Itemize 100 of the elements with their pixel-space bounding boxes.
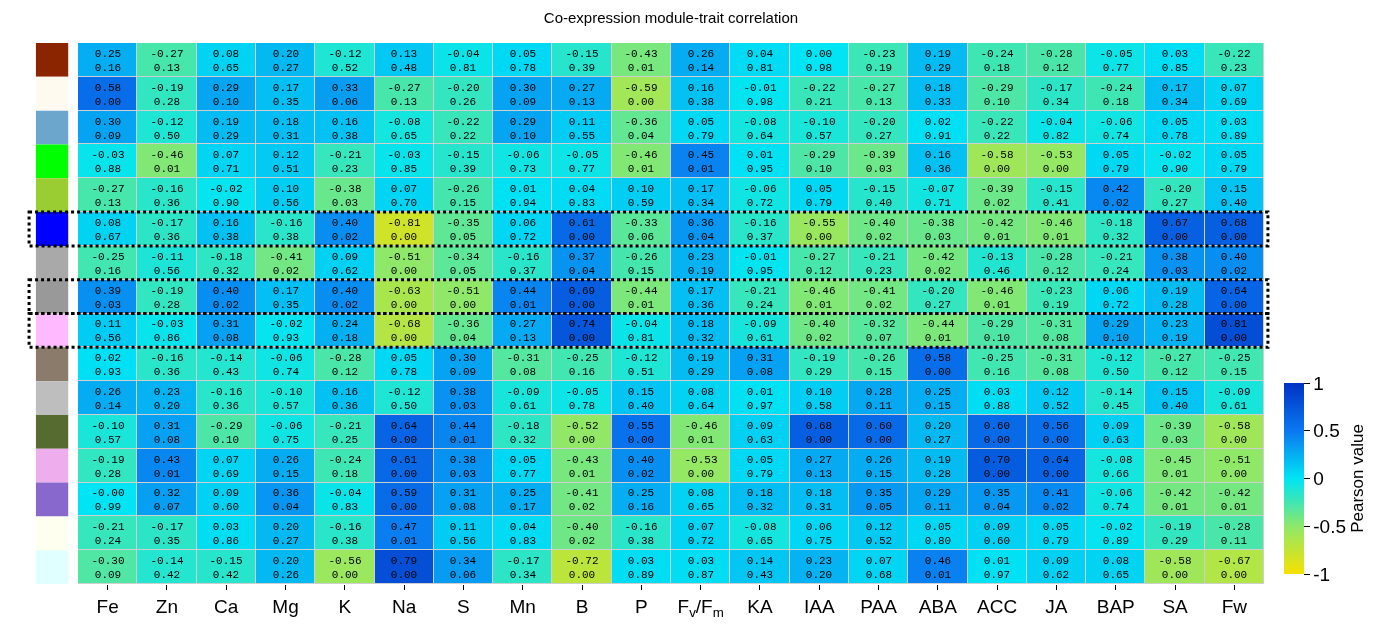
- data-label: 0.12 0.51: [272, 148, 300, 175]
- data-label: 0.40 0.02: [331, 216, 359, 243]
- data-label: -0.36 0.04: [446, 317, 480, 344]
- data-label: -0.06 0.74: [1099, 115, 1133, 142]
- data-label: -0.25 0.16: [565, 351, 599, 378]
- data-label: 0.69 0.00: [568, 284, 596, 311]
- color-bar-label: 1: [1313, 372, 1324, 394]
- data-label: 0.05 0.78: [509, 47, 537, 74]
- x-tick-label: F$_{v}$/F$_{m}$: [677, 595, 724, 620]
- data-label: 0.18 0.33: [924, 81, 952, 108]
- data-label: 0.20 0.27: [924, 419, 952, 446]
- data-label: 0.25 0.16: [94, 47, 122, 74]
- data-label: 0.30 0.09: [509, 81, 537, 108]
- data-label: 0.17 0.36: [687, 284, 715, 311]
- data-label: -0.11 0.56: [150, 250, 184, 277]
- data-label: 0.58 0.00: [924, 351, 952, 378]
- data-label: -0.44 0.01: [921, 317, 955, 344]
- data-label: -0.06 0.74: [1099, 486, 1133, 513]
- data-label: 0.18 0.31: [805, 486, 833, 513]
- x-tick-label: KA: [747, 595, 773, 617]
- data-label: 0.60 0.00: [865, 419, 893, 446]
- data-label: 0.19 0.29: [924, 47, 952, 74]
- data-label: -0.31 0.08: [1039, 351, 1073, 378]
- data-label: 0.61 0.00: [390, 453, 418, 480]
- data-label: 0.64 0.00: [1220, 284, 1248, 311]
- data-label: -0.22 0.21: [802, 81, 836, 108]
- data-label: -0.14 0.43: [209, 351, 243, 378]
- data-label: 0.28 0.11: [865, 385, 893, 412]
- data-label: -0.02 0.93: [269, 317, 303, 344]
- data-label: -0.03 0.88: [91, 148, 125, 175]
- data-label: -0.42 0.02: [921, 250, 955, 277]
- data-label: 0.12 0.52: [865, 520, 893, 547]
- data-label: 0.10 0.56: [272, 182, 300, 209]
- data-label: -0.23 0.19: [1039, 284, 1073, 311]
- data-label: -0.14 0.45: [1099, 385, 1133, 412]
- data-label: 0.35 0.05: [865, 486, 893, 513]
- data-label: -0.30 0.09: [91, 554, 125, 581]
- data-label: 0.05 0.79: [1220, 148, 1248, 175]
- data-label: 0.17 0.35: [272, 284, 300, 311]
- x-tick-label: B: [575, 595, 589, 617]
- data-label: 0.67 0.00: [1161, 216, 1189, 243]
- data-label: -0.02 0.89: [1099, 520, 1133, 547]
- data-label: 0.05 0.78: [390, 351, 418, 378]
- data-label: -0.22 0.23: [1217, 47, 1251, 74]
- data-label: 0.27 0.13: [568, 81, 596, 108]
- data-label: -0.28 0.12: [1039, 47, 1073, 74]
- data-label: 0.03 0.85: [1161, 47, 1189, 74]
- data-label: 0.36 0.04: [687, 216, 715, 243]
- data-label: 0.44 0.01: [509, 284, 537, 311]
- data-label: -0.21 0.23: [862, 250, 896, 277]
- x-tick-label: Fe: [96, 595, 119, 617]
- data-label: 0.04 0.83: [509, 520, 537, 547]
- data-label: 0.16 0.38: [212, 216, 240, 243]
- data-label: -0.15 0.39: [446, 148, 480, 175]
- color-bar-label: -1: [1313, 563, 1331, 585]
- data-label: -0.16 0.36: [150, 182, 184, 209]
- data-label: 0.05 0.79: [687, 115, 715, 142]
- data-label: -0.22 0.22: [446, 115, 480, 142]
- data-label: 0.09 0.60: [212, 486, 240, 513]
- data-label: 0.17 0.34: [1161, 81, 1189, 108]
- data-label: -0.15 0.42: [209, 554, 243, 581]
- data-label: 0.26 0.15: [272, 453, 300, 480]
- data-label: -0.18 0.32: [506, 419, 540, 446]
- data-label: -0.16 0.38: [328, 520, 362, 547]
- data-label: -0.28 0.12: [328, 351, 362, 378]
- data-label: -0.28 0.11: [1217, 520, 1251, 547]
- data-label: 0.40 0.02: [212, 284, 240, 311]
- data-label: -0.05 0.77: [565, 148, 599, 175]
- data-label: 0.25 0.16: [627, 486, 655, 513]
- data-label: 0.07 0.71: [212, 148, 240, 175]
- data-label: 0.23 0.20: [805, 554, 833, 581]
- data-label: 0.40 0.02: [331, 284, 359, 311]
- data-label: -0.16 0.37: [743, 216, 777, 243]
- data-label: -0.26 0.15: [862, 351, 896, 378]
- data-label: 0.11 0.56: [94, 317, 122, 344]
- data-label: 0.08 0.65: [687, 486, 715, 513]
- color-bar-label: -0.5: [1313, 515, 1347, 537]
- data-label: 0.47 0.01: [390, 520, 418, 547]
- data-label: -0.33 0.06: [624, 216, 658, 243]
- data-label: -0.09 0.61: [1217, 385, 1251, 412]
- data-label: 0.24 0.18: [331, 317, 359, 344]
- color-bar-label: 0.5: [1313, 420, 1340, 442]
- data-label: 0.07 0.68: [865, 554, 893, 581]
- data-label: -0.16 0.38: [269, 216, 303, 243]
- data-label: 0.15 0.40: [1220, 182, 1248, 209]
- data-label: 0.41 0.02: [1042, 486, 1070, 513]
- data-label: -0.15 0.41: [1039, 182, 1073, 209]
- data-label: 0.19 0.29: [212, 115, 240, 142]
- data-label: 0.35 0.04: [983, 486, 1011, 513]
- data-label: -0.41 0.02: [269, 250, 303, 277]
- data-label: -0.46 0.01: [150, 148, 184, 175]
- data-label: 0.04 0.81: [746, 47, 774, 74]
- data-label: 0.03 0.89: [627, 554, 655, 581]
- data-label: 0.38 0.03: [1161, 250, 1189, 277]
- data-label: 0.09 0.63: [746, 419, 774, 446]
- data-label: -0.20 0.27: [862, 115, 896, 142]
- data-label: 0.05 0.79: [746, 453, 774, 480]
- data-label: -0.38 0.03: [921, 216, 955, 243]
- data-label: -0.21 0.24: [91, 520, 125, 547]
- x-tick-label: Mn: [509, 595, 536, 617]
